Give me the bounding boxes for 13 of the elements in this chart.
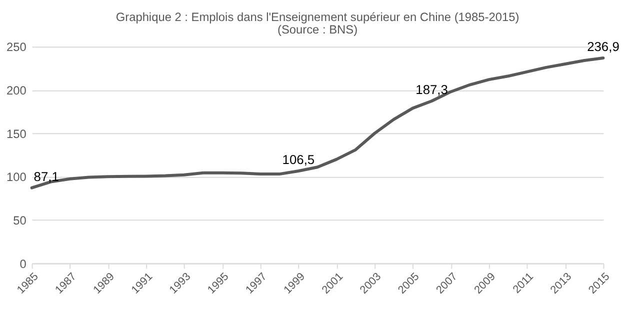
data-label: 87,1: [34, 168, 59, 184]
y-tick-label: 150: [6, 126, 27, 141]
data-label: 187,3: [416, 82, 448, 98]
y-tick-label: 50: [13, 213, 27, 228]
y-tick-label: 100: [6, 170, 27, 184]
chart-subtitle: (Source : BNS): [277, 22, 358, 37]
y-tick-label: 200: [6, 83, 27, 98]
chart-title: Graphique 2 : Emplois dans l'Enseignement supérieur en Chine (1985-2015): [116, 10, 520, 24]
data-label: 106,5: [282, 152, 315, 168]
line-series: [30, 56, 605, 190]
data-label: 236,9: [587, 39, 620, 54]
y-tick-label: 250: [6, 40, 27, 54]
y-tick-label: 0: [20, 256, 27, 271]
